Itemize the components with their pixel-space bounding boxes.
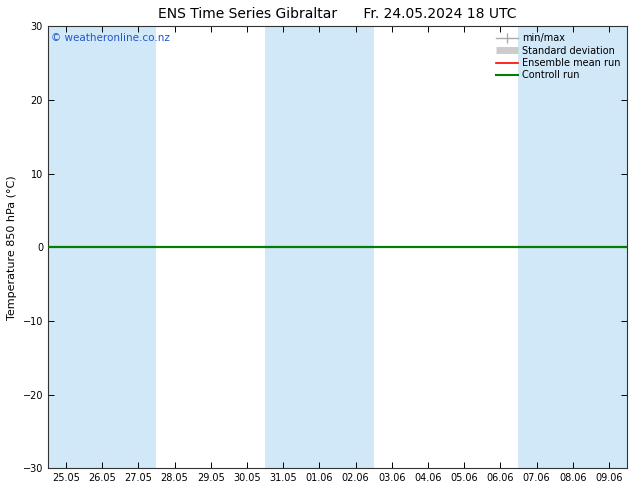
Bar <box>84 26 120 468</box>
Bar <box>591 26 627 468</box>
Bar <box>301 26 337 468</box>
Legend: min/max, Standard deviation, Ensemble mean run, Controll run: min/max, Standard deviation, Ensemble me… <box>495 31 622 82</box>
Title: ENS Time Series Gibraltar      Fr. 24.05.2024 18 UTC: ENS Time Series Gibraltar Fr. 24.05.2024… <box>158 7 517 21</box>
Bar <box>337 26 373 468</box>
Bar <box>555 26 591 468</box>
Text: © weatheronline.co.nz: © weatheronline.co.nz <box>51 33 170 43</box>
Bar <box>48 26 84 468</box>
Bar <box>265 26 301 468</box>
Bar <box>120 26 157 468</box>
Y-axis label: Temperature 850 hPa (°C): Temperature 850 hPa (°C) <box>7 175 17 319</box>
Bar <box>519 26 555 468</box>
